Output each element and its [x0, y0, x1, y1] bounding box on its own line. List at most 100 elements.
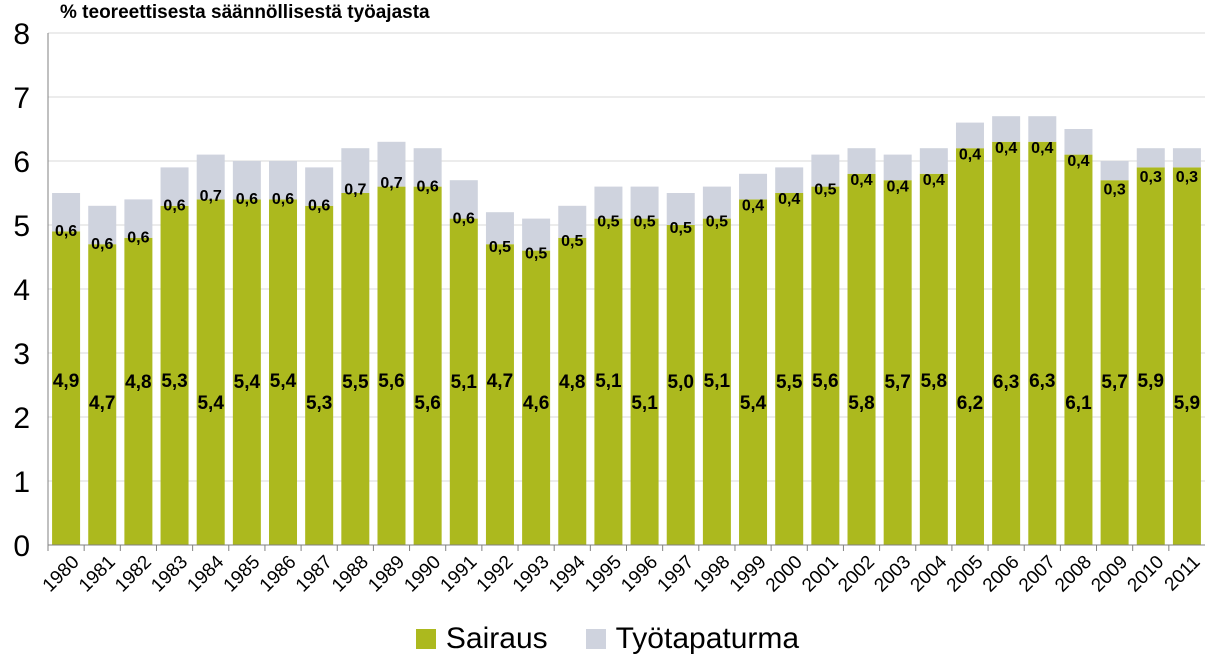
bar-tyotapaturma	[955, 122, 984, 149]
data-label-tyotapaturma: 0,6	[91, 236, 113, 253]
data-label-tyotapaturma: 0,3	[1176, 169, 1198, 186]
bar-sairaus	[1136, 167, 1165, 545]
bar-tyotapaturma	[992, 116, 1021, 142]
data-label-sairaus: 5,4	[197, 393, 224, 414]
data-label-tyotapaturma: 0,4	[742, 198, 764, 215]
bar-tyotapaturma	[558, 205, 587, 238]
x-tick-label: 1991	[437, 552, 482, 597]
data-label-sairaus: 5,7	[884, 372, 910, 393]
data-label-sairaus: 6,1	[1065, 393, 1092, 414]
legend-label-tyotapaturma: Työtapaturma	[615, 622, 800, 655]
data-label-tyotapaturma: 0,7	[200, 188, 222, 205]
bar-sairaus	[811, 186, 840, 545]
bar-sairaus	[124, 237, 153, 546]
bar-sairaus	[88, 244, 117, 545]
bar-sairaus	[919, 173, 948, 546]
x-tick-label: 1982	[111, 552, 156, 597]
bar-sairaus	[847, 173, 876, 546]
bar-sairaus	[992, 141, 1021, 546]
x-tick-label: 1997	[654, 552, 699, 597]
data-label-sairaus: 5,6	[812, 371, 838, 392]
data-label-tyotapaturma: 0,6	[236, 191, 258, 208]
bar-sairaus	[955, 148, 984, 545]
bar-sairaus	[666, 225, 695, 545]
data-label-tyotapaturma: 0,4	[850, 172, 872, 189]
bar-sairaus	[522, 250, 551, 545]
bar-tyotapaturma	[449, 180, 478, 219]
bar-tyotapaturma	[739, 173, 768, 200]
x-tick-label: 1980	[39, 552, 84, 597]
bar-tyotapaturma	[377, 141, 406, 187]
data-label-sairaus: 4,8	[125, 372, 151, 393]
bar-tyotapaturma	[666, 193, 695, 225]
x-tick-label: 2003	[870, 552, 915, 597]
y-tick-label: 8	[13, 18, 30, 51]
x-tick-label: 2004	[907, 551, 952, 596]
data-label-sairaus: 5,1	[595, 371, 622, 392]
data-label-sairaus: 5,9	[1138, 371, 1164, 392]
data-label-tyotapaturma: 0,5	[814, 182, 836, 199]
data-labels: 4,9 0,6 4,7 0,6 4,8 0,6 5,3 0,6 5,4 0,7 5,4 0,6 5,4 0…	[53, 140, 1200, 414]
data-label-tyotapaturma: 0,6	[417, 178, 439, 195]
legend-swatch-sairaus	[415, 629, 436, 649]
x-tick-label: 1996	[617, 552, 662, 597]
data-label-sairaus: 6,3	[1029, 371, 1055, 392]
bar-tyotapaturma	[341, 148, 370, 193]
x-tick-label: 1995	[581, 552, 626, 597]
x-tick-label: 2008	[1051, 552, 1096, 597]
x-tick-label: 1998	[690, 552, 735, 597]
legend-swatch-tyotapaturma	[585, 629, 606, 649]
data-label-tyotapaturma: 0,5	[633, 214, 655, 231]
y-tick-label: 3	[13, 338, 30, 371]
x-tick-label: 1999	[726, 552, 771, 597]
bar-sairaus	[377, 186, 406, 545]
x-tick-label: 1981	[75, 552, 120, 597]
bar-tyotapaturma	[883, 154, 912, 181]
data-label-sairaus: 4,6	[523, 393, 549, 414]
bar-tyotapaturma	[811, 154, 840, 187]
x-tick-label: 2000	[762, 552, 807, 597]
bar-tyotapaturma	[124, 199, 153, 238]
bar-tyotapaturma	[269, 161, 298, 200]
bar-sairaus	[196, 199, 225, 545]
x-tick-label: 1992	[473, 552, 518, 597]
legend: Sairaus Työtapaturma	[0, 622, 1215, 656]
bar-tyotapaturma	[847, 148, 876, 174]
y-axis-label: % teoreettisesta säännöllisestä työajast…	[60, 2, 430, 23]
bar-tyotapaturma	[413, 148, 442, 187]
data-label-sairaus: 4,8	[559, 372, 585, 393]
x-tick-label: 1984	[183, 551, 228, 596]
bar-tyotapaturma	[1064, 129, 1093, 155]
data-label-tyotapaturma: 0,4	[923, 172, 945, 189]
bar-tyotapaturma	[485, 212, 514, 245]
x-tick-label: 2007	[1015, 552, 1060, 597]
data-label-sairaus: 5,6	[378, 371, 404, 392]
bar-sairaus	[413, 186, 442, 545]
x-tick-label: 1985	[220, 552, 265, 597]
data-label-sairaus: 5,6	[414, 393, 440, 414]
bar-sairaus	[1100, 180, 1129, 545]
bar-sairaus	[160, 205, 189, 546]
bar-sairaus	[775, 193, 804, 545]
data-label-tyotapaturma: 0,3	[1103, 182, 1125, 199]
x-tick-label: 1983	[147, 552, 192, 597]
x-tick-label: 1990	[400, 552, 445, 597]
data-label-tyotapaturma: 0,6	[272, 191, 294, 208]
data-label-tyotapaturma: 0,4	[959, 146, 981, 163]
x-tick-label: 1989	[364, 552, 409, 597]
bar-tyotapaturma	[522, 218, 551, 251]
data-label-tyotapaturma: 0,7	[344, 182, 366, 199]
bar-tyotapaturma	[52, 193, 81, 232]
x-tick-label: 2009	[1087, 552, 1132, 597]
data-label-sairaus: 5,8	[921, 371, 947, 392]
data-label-tyotapaturma: 0,4	[1031, 140, 1053, 157]
bar-sairaus	[1028, 141, 1057, 546]
legend-item-sairaus: Sairaus	[415, 622, 548, 656]
x-tick-label: 2001	[798, 552, 843, 597]
data-label-tyotapaturma: 0,4	[778, 191, 800, 208]
bar-sairaus	[630, 218, 659, 545]
x-tick-label: 2005	[943, 552, 988, 597]
data-label-tyotapaturma: 0,4	[887, 178, 909, 195]
x-tick-label: 2006	[979, 552, 1024, 597]
